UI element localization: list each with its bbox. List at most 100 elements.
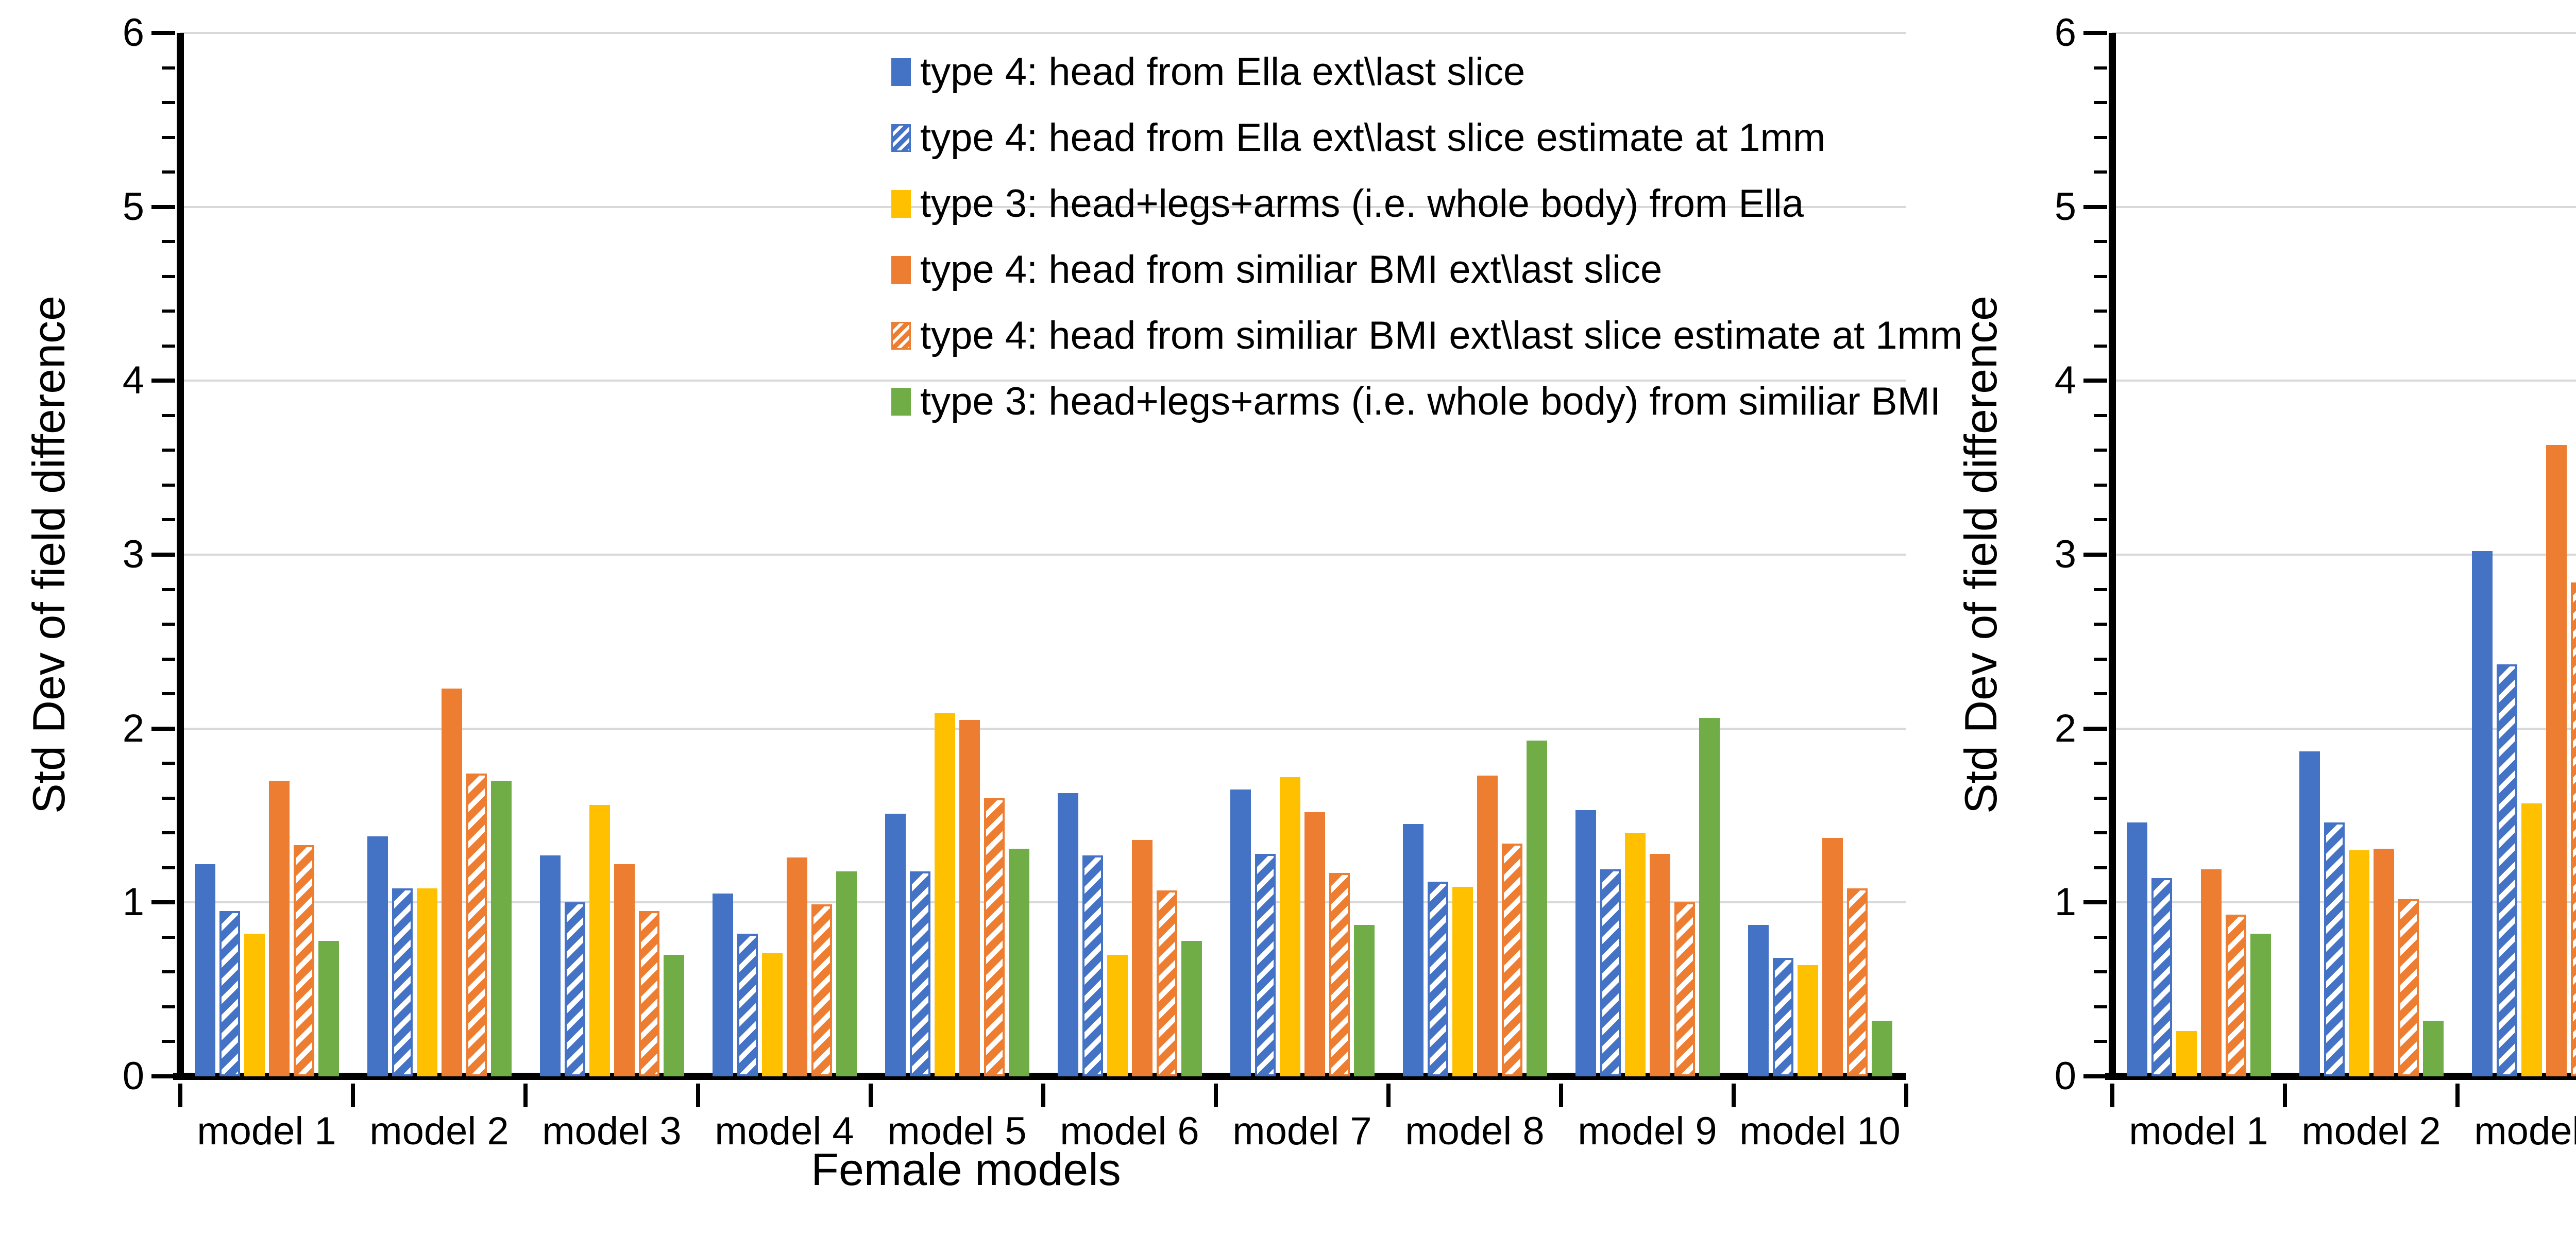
bar-series2-model-1 xyxy=(2151,878,2172,1076)
bar-series1-model-10 xyxy=(1748,925,1769,1076)
y-minor-tick-2.2 xyxy=(162,692,175,696)
legend-label-3: type 3: head+legs+arms (i.e. whole body)… xyxy=(920,182,1804,226)
bar-series6-model-3 xyxy=(663,954,684,1076)
y-minor-tick-3.6 xyxy=(162,449,175,452)
x-tick-label-model-5: model 5 xyxy=(887,1109,1027,1153)
bar-series1-model-3 xyxy=(539,855,561,1076)
bar-series1-model-4 xyxy=(712,894,733,1076)
y-major-tick-1.0 xyxy=(151,900,175,905)
y-tick-label-6: 6 xyxy=(122,11,144,55)
bar-series5-model-3 xyxy=(638,911,659,1076)
x-boundary-tick-0 xyxy=(178,1084,182,1107)
y-tick-label-0: 0 xyxy=(122,1054,144,1098)
y-minor-tick-5.6 xyxy=(162,101,175,105)
bar-group-model-3 xyxy=(526,33,698,1076)
y-minor-tick-3.4 xyxy=(2094,483,2107,487)
bar-series4-model-5 xyxy=(959,719,980,1076)
bar-series3-model-6 xyxy=(1107,954,1128,1076)
bar-series5-model-10 xyxy=(1846,888,1868,1076)
bar-series6-model-7 xyxy=(1353,925,1375,1076)
gridline-y-2 xyxy=(180,727,1906,730)
bar-series4-model-10 xyxy=(1822,838,1843,1076)
x-boundary-tick-0 xyxy=(2110,1084,2114,1107)
y-minor-tick-0.8 xyxy=(2094,935,2107,939)
y-minor-tick-2.8 xyxy=(2094,588,2107,591)
legend-label-5: type 4: head from similiar BMI ext\last … xyxy=(920,314,1963,357)
x-tick-label-model-6: model 6 xyxy=(1060,1109,1199,1153)
gridline-y-1 xyxy=(180,901,1906,904)
y-major-tick-2.0 xyxy=(151,726,175,731)
y-axis-title: Std Dev of field difference xyxy=(23,295,74,814)
x-axis-line xyxy=(2105,1073,2576,1080)
x-tick-label-model-1: model 1 xyxy=(197,1109,336,1153)
y-minor-tick-3.8 xyxy=(2094,414,2107,417)
bar-series1-model-7 xyxy=(1230,789,1251,1076)
bar-series4-model-4 xyxy=(786,857,807,1076)
y-minor-tick-0.6 xyxy=(2094,970,2107,974)
bar-series3-model-3 xyxy=(2521,803,2542,1076)
legend-label-4: type 4: head from similiar BMI ext\last … xyxy=(920,248,1663,291)
legend-swatch-1-solid xyxy=(891,58,911,86)
y-minor-tick-5.2 xyxy=(2094,170,2107,174)
bar-series2-model-9 xyxy=(1600,869,1621,1076)
bar-series6-model-1 xyxy=(2250,934,2271,1076)
x-tick-label-model-1: model 1 xyxy=(2129,1109,2268,1153)
female-plot-area: Std Dev of field difference 0 1 2 3 4 5 6 model… xyxy=(23,12,1908,1153)
y-axis-line xyxy=(2109,33,2116,1080)
y-minor-tick-1.6 xyxy=(162,796,175,800)
gridline-y-4 xyxy=(180,380,1906,382)
x-tick-label-model-10: model 10 xyxy=(1739,1109,1901,1153)
bar-series6-model-4 xyxy=(836,871,857,1076)
y-tick-label-1: 1 xyxy=(122,880,144,924)
bar-series4-model-3 xyxy=(2546,445,2567,1076)
bar-series5-model-2 xyxy=(466,774,487,1076)
bar-series4-model-9 xyxy=(1649,853,1670,1076)
y-tick-label-3: 3 xyxy=(122,533,144,576)
bar-series2-model-4 xyxy=(737,934,758,1076)
bars-layer xyxy=(2112,33,2576,1076)
y-minor-tick-0.4 xyxy=(162,1005,175,1008)
y-minor-tick-4.2 xyxy=(2094,344,2107,348)
x-axis-title: Female models xyxy=(811,1144,1121,1195)
y-major-tick-5.0 xyxy=(151,204,175,209)
x-boundary-tick-2 xyxy=(523,1084,528,1107)
y-tick-label-0: 0 xyxy=(2054,1054,2076,1098)
y-minor-tick-0.4 xyxy=(2094,1005,2107,1008)
gridline-y-3 xyxy=(180,554,1906,556)
y-minor-tick-1.6 xyxy=(2094,796,2107,800)
x-tick-label-model-2: model 2 xyxy=(2301,1109,2441,1153)
bar-series2-model-10 xyxy=(1772,958,1793,1076)
bar-series2-model-3 xyxy=(2496,664,2517,1076)
male-models-chart: Std Dev of field difference 0 1 2 3 4 5 6 model… xyxy=(1932,0,2576,1236)
x-tick-label-model-4: model 4 xyxy=(715,1109,854,1153)
x-tick-label-model-2: model 2 xyxy=(369,1109,509,1153)
y-minor-tick-3.4 xyxy=(162,483,175,487)
y-major-tick-6.0 xyxy=(2083,31,2107,35)
y-minor-tick-1.8 xyxy=(2094,762,2107,765)
bar-series3-model-7 xyxy=(1279,777,1300,1076)
x-boundary-tick-9 xyxy=(1732,1084,1736,1107)
bar-series2-model-2 xyxy=(392,888,413,1076)
legend-swatch-4-solid xyxy=(891,256,911,284)
y-minor-tick-0.8 xyxy=(162,935,175,939)
y-axis-title: Std Dev of field difference xyxy=(1955,295,2006,814)
y-major-tick-0.0 xyxy=(151,1074,175,1078)
bar-series4-model-2 xyxy=(2373,848,2394,1076)
bar-series5-model-8 xyxy=(1501,843,1522,1076)
gridline-y-5 xyxy=(2112,205,2576,208)
y-major-tick-1.0 xyxy=(2083,900,2107,905)
gridline-y-6 xyxy=(2112,32,2576,34)
bar-series1-model-9 xyxy=(1575,810,1596,1076)
y-minor-tick-4.8 xyxy=(162,240,175,244)
bar-series4-model-7 xyxy=(1304,812,1325,1076)
y-minor-tick-3.2 xyxy=(162,518,175,522)
y-tick-label-1: 1 xyxy=(2054,880,2076,924)
bar-series6-model-6 xyxy=(1181,940,1202,1076)
y-minor-tick-3.6 xyxy=(2094,449,2107,452)
x-boundary-tick-7 xyxy=(1386,1084,1391,1107)
legend-item-6: type 3: head+legs+arms (i.e. whole body)… xyxy=(891,381,1962,422)
bar-series2-model-6 xyxy=(1082,855,1103,1076)
bar-series6-model-9 xyxy=(1699,718,1720,1076)
bar-series1-model-8 xyxy=(1402,824,1423,1076)
y-minor-tick-2.4 xyxy=(2094,657,2107,661)
